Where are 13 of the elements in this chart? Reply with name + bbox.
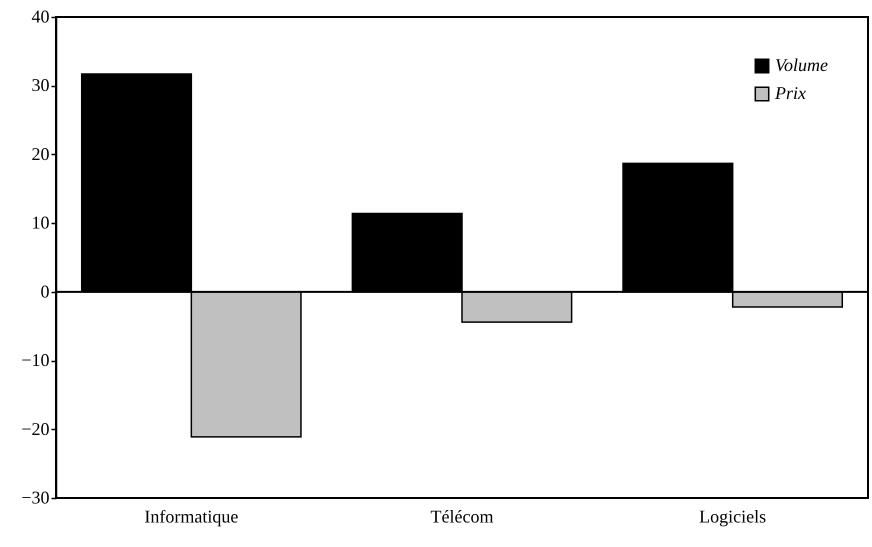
y-tick-label: 10 [32,212,50,233]
legend-label: Prix [774,83,806,103]
y-tick-label: −10 [21,350,50,370]
y-tick-label: 40 [32,6,50,26]
y-tick-label: 0 [40,281,50,302]
legend-label: Volume [775,55,828,75]
x-tick-label: Informatique [144,506,238,526]
y-tick-label: −20 [21,418,50,439]
x-tick-label: Logiciels [699,506,766,526]
y-tick-label: 30 [32,75,50,96]
y-tick-label: −30 [21,488,50,508]
x-tick-label: Télécom [430,506,494,526]
y-tick-label: 20 [32,144,50,164]
